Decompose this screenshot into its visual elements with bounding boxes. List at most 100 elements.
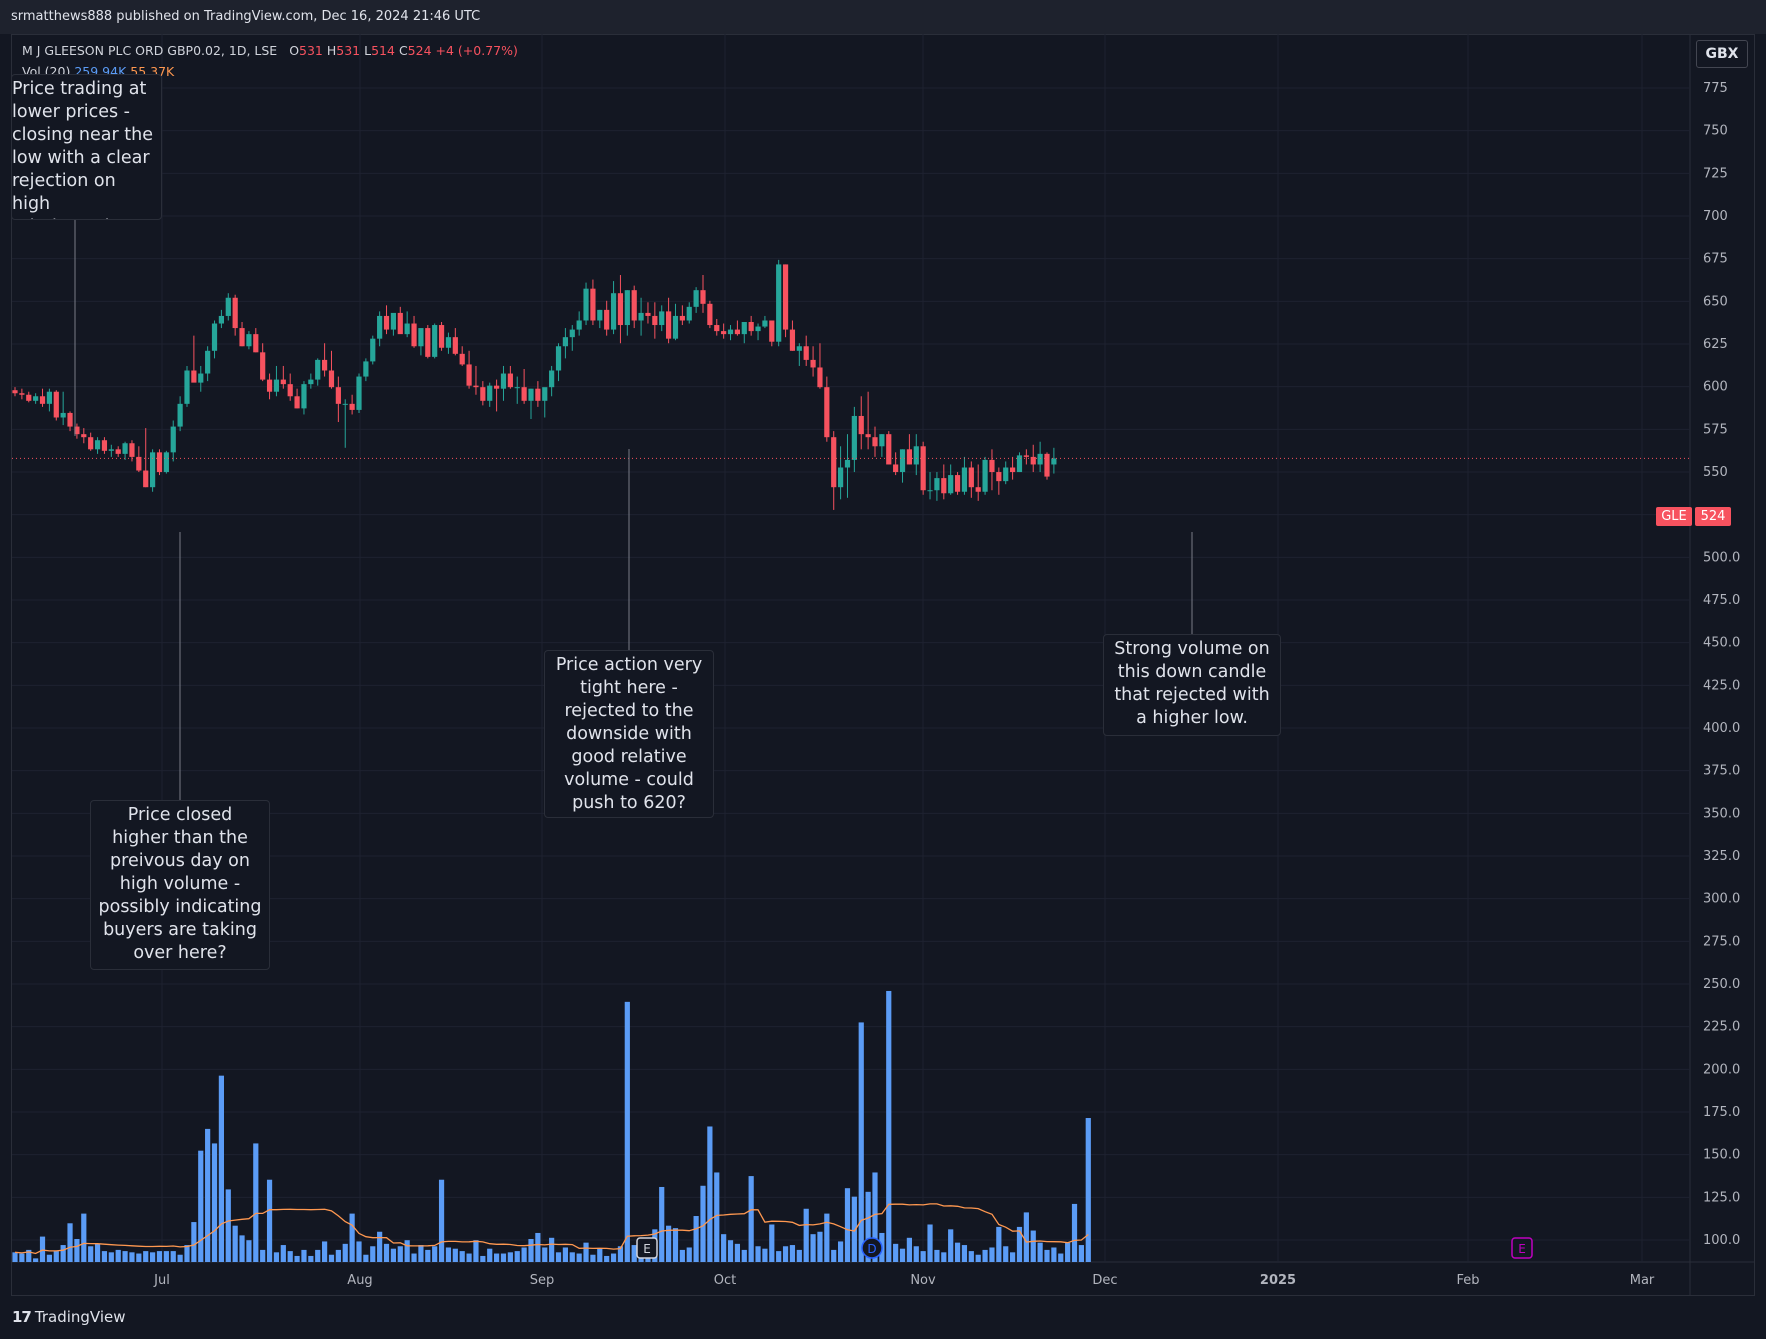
volume-bar: [1078, 1245, 1084, 1262]
candle-body: [315, 359, 321, 380]
volume-bar: [363, 1254, 369, 1262]
candle-body: [101, 440, 108, 451]
candle-body: [1003, 467, 1009, 482]
x-tick-label: Feb: [1456, 1273, 1479, 1288]
candle-body: [535, 388, 541, 401]
volume-bar: [170, 1251, 176, 1262]
candle-body: [438, 325, 445, 348]
volume-bar: [514, 1251, 520, 1262]
candle-body: [411, 323, 417, 347]
candle-body: [191, 370, 197, 383]
annotation-note-4[interactable]: Strong volume on this down candle that r…: [1103, 634, 1281, 736]
volume-bar: [1016, 1226, 1023, 1262]
candle-body: [156, 452, 163, 473]
candle-body: [555, 346, 562, 371]
candle-body: [115, 449, 121, 454]
volume-bar: [74, 1239, 80, 1262]
candle-body: [418, 328, 424, 347]
volume-bar: [769, 1224, 775, 1262]
volume-bar: [996, 1226, 1002, 1262]
volume-bar: [624, 1001, 630, 1262]
volume-bar: [838, 1241, 844, 1262]
volume-bar: [975, 1254, 981, 1262]
candle-body: [232, 297, 238, 329]
candle-body: [480, 387, 486, 401]
volume-bar: [562, 1247, 568, 1262]
candle-body: [824, 387, 830, 438]
volume-bar: [459, 1251, 465, 1262]
volume-bar: [205, 1128, 211, 1262]
volume-bar: [46, 1254, 52, 1262]
candle-body: [266, 379, 273, 392]
candle-body: [961, 467, 968, 492]
volume-bar: [714, 1172, 720, 1262]
candle-body: [81, 434, 87, 438]
candle-body: [865, 434, 871, 438]
candle-body: [280, 379, 286, 385]
candle-body: [404, 323, 410, 335]
volume-bar: [507, 1252, 513, 1262]
y-tick-label: 175.0: [1703, 1105, 1740, 1120]
candle-body: [851, 415, 857, 460]
y-tick-label: 650: [1703, 294, 1728, 309]
candle-body: [122, 443, 128, 454]
y-tick-label: 100.0: [1703, 1233, 1740, 1248]
volume-bar: [218, 1075, 224, 1262]
volume-bar: [700, 1185, 706, 1262]
volume-bar: [796, 1249, 802, 1262]
annotation-note-3[interactable]: Price action very tight here - rejected …: [544, 650, 714, 818]
candle-body: [335, 387, 341, 404]
chart-frame: [11, 34, 1755, 1296]
candle-body: [108, 449, 114, 451]
candle-body: [734, 329, 740, 335]
candle-body: [143, 470, 149, 488]
volume-bar: [886, 990, 892, 1262]
volume-bar: [473, 1240, 479, 1262]
candle-body: [521, 387, 527, 401]
candle-body: [94, 440, 101, 450]
y-tick-label: 150.0: [1703, 1148, 1740, 1163]
y-tick-label: 600: [1703, 380, 1728, 395]
candle-body: [150, 452, 156, 488]
candle-body: [1016, 455, 1023, 473]
candle-body: [899, 449, 906, 473]
candle-body: [954, 475, 961, 492]
price-tag-value: 524: [1695, 507, 1731, 526]
annotation-note-2[interactable]: Price closed higher than the preivous da…: [90, 800, 270, 970]
candle-body: [514, 387, 520, 389]
y-tick-label: 625: [1703, 337, 1728, 352]
volume-bar: [494, 1253, 500, 1262]
y-tick-label: 750: [1703, 124, 1728, 139]
candle-body: [163, 452, 169, 473]
y-tick-label: 125.0: [1703, 1190, 1740, 1205]
candle-body: [432, 325, 438, 357]
candle-body: [796, 346, 802, 351]
volume-bar: [88, 1246, 94, 1262]
volume-bar: [260, 1249, 266, 1262]
tradingview-brand[interactable]: 17 TradingView: [12, 1308, 126, 1326]
x-tick-label: Nov: [910, 1273, 936, 1288]
volume-bar: [397, 1246, 403, 1262]
candle-body: [459, 353, 465, 365]
volume-bar: [831, 1249, 837, 1262]
volume-bar: [225, 1189, 231, 1262]
annotation-note-1[interactable]: Price trading at lower prices - closing …: [11, 74, 162, 220]
candle-body: [342, 403, 348, 405]
volume-bar: [177, 1254, 183, 1262]
volume-bar: [328, 1254, 335, 1262]
volume-bar: [989, 1247, 995, 1262]
currency-button[interactable]: GBX: [1696, 40, 1748, 68]
candle-body: [872, 437, 878, 447]
close-label: C: [398, 43, 408, 58]
volume-bar: [535, 1232, 541, 1262]
y-tick-label: 675: [1703, 252, 1728, 267]
volume-bar: [432, 1246, 438, 1262]
candle-body: [452, 337, 458, 354]
volume-bar: [782, 1246, 789, 1262]
candle-body: [356, 376, 362, 410]
volume-bar: [521, 1247, 527, 1262]
volume-bar: [1023, 1212, 1029, 1262]
candle-body: [1010, 467, 1016, 473]
candle-body: [528, 388, 534, 401]
